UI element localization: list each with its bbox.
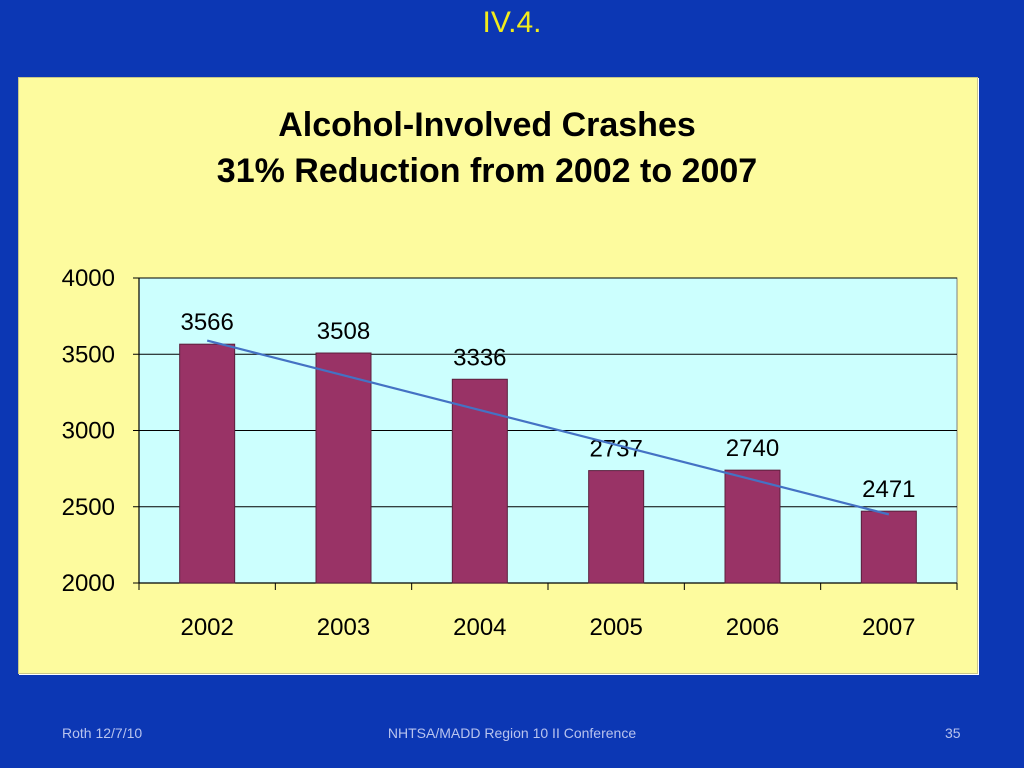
bar-2004 <box>451 378 508 584</box>
data-label-2004: 3336 <box>453 344 506 371</box>
data-label-2006: 2740 <box>726 435 779 462</box>
chart-panel: Alcohol-Involved Crashes 31% Reduction f… <box>18 77 978 674</box>
footer-author-date: Roth 12/7/10 <box>62 725 143 741</box>
data-label-2002: 3566 <box>180 309 233 336</box>
trendline <box>206 339 890 516</box>
data-label-2003: 3508 <box>317 318 370 345</box>
footer-conference: NHTSA/MADD Region 10 II Conference <box>387 725 637 741</box>
slide-title: IV.4. <box>482 6 542 39</box>
y-tick-label-2500: 2500 <box>62 494 115 521</box>
bar-2005 <box>588 470 645 584</box>
bar-2006 <box>724 469 781 584</box>
bar-2003 <box>315 352 372 584</box>
y-tick-label-3000: 3000 <box>62 418 115 445</box>
x-tick-label-2004: 2004 <box>453 614 506 641</box>
chart-title-line-1: Alcohol-Involved Crashes <box>278 106 696 144</box>
x-tick-label-2005: 2005 <box>589 614 642 641</box>
y-tick-label-2000: 2000 <box>62 570 115 597</box>
x-tick-label-2003: 2003 <box>317 614 370 641</box>
x-tick-label-2006: 2006 <box>726 614 779 641</box>
bar-2007 <box>860 510 917 584</box>
bar-chart: Alcohol-Involved Crashes 31% Reduction f… <box>62 106 958 641</box>
y-tick-label-3500: 3500 <box>62 341 115 368</box>
footer-page-number: 35 <box>945 725 961 741</box>
x-tick-label-2007: 2007 <box>862 614 915 641</box>
x-tick-label-2002: 2002 <box>180 614 233 641</box>
y-tick-label-4000: 4000 <box>62 265 115 292</box>
bar-2002 <box>179 343 236 584</box>
chart-title-line-2: 31% Reduction from 2002 to 2007 <box>217 152 757 190</box>
data-label-2007: 2471 <box>862 476 915 503</box>
